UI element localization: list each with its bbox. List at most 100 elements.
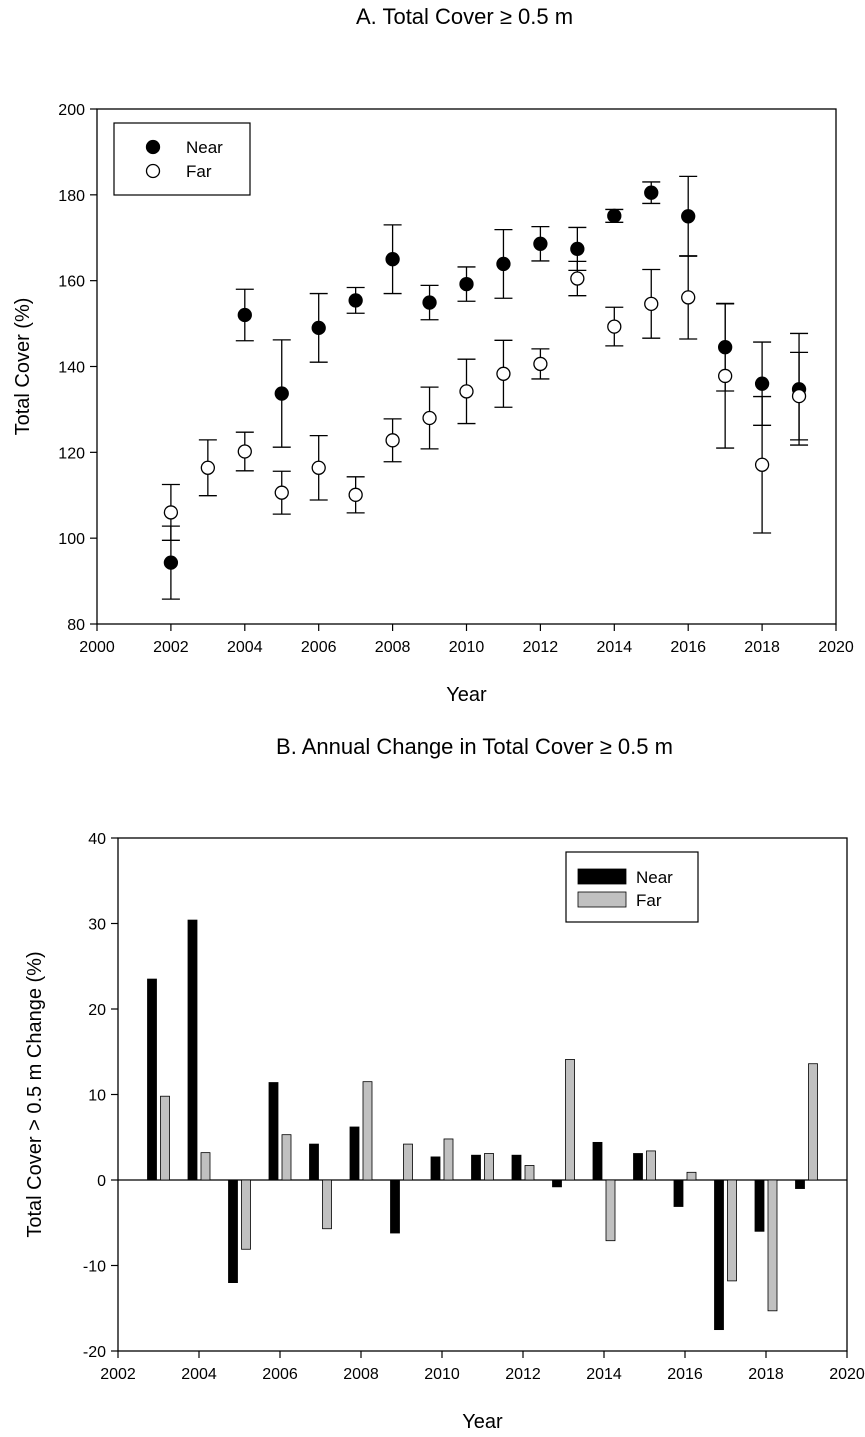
- x-tick-label-a: 2012: [523, 639, 559, 656]
- chart-b-title: B. Annual Change in Total Cover ≥ 0.5 m: [276, 734, 673, 759]
- point-near: [607, 208, 622, 224]
- x-tick-label-a: 2014: [597, 639, 633, 656]
- chart-a-title: A. Total Cover ≥ 0.5 m: [355, 4, 574, 29]
- legend-marker-far: [145, 163, 161, 179]
- y-axis-label-a: Total Cover (%): [12, 298, 34, 436]
- point-far: [791, 388, 807, 404]
- bar-far: [646, 1150, 656, 1181]
- y-tick-label-a: 80: [67, 617, 85, 634]
- bar-near: [268, 1082, 279, 1181]
- y-tick-label-a: 180: [58, 188, 85, 205]
- x-tick-label-a: 2006: [301, 639, 337, 656]
- point-far: [754, 457, 770, 472]
- y-tick-label-b: -20: [83, 1344, 106, 1361]
- bar-far: [605, 1179, 616, 1242]
- x-tick-label-a: 2010: [449, 639, 485, 656]
- y-tick-label-a: 160: [58, 274, 85, 291]
- bar-near: [714, 1179, 724, 1331]
- bar-near: [147, 978, 157, 1181]
- point-near: [570, 241, 585, 257]
- x-tick-label-b: 2012: [505, 1366, 541, 1383]
- x-tick-label-b: 2014: [586, 1366, 622, 1383]
- bar-far: [565, 1059, 575, 1181]
- x-tick-label-a: 2020: [818, 639, 854, 656]
- point-far: [200, 460, 216, 475]
- point-far: [681, 290, 696, 305]
- x-tick-label-b: 2004: [181, 1366, 217, 1383]
- point-near: [163, 555, 179, 570]
- point-near: [533, 236, 548, 251]
- point-far: [163, 505, 179, 520]
- x-tick-label-b: 2006: [262, 1366, 298, 1383]
- point-far: [718, 368, 733, 384]
- legend-label-a: Far: [186, 162, 212, 181]
- x-tick-label-a: 2016: [670, 639, 706, 656]
- point-far: [644, 296, 659, 311]
- point-far: [274, 485, 289, 500]
- x-tick-label-b: 2016: [667, 1366, 703, 1383]
- y-tick-label-b: 0: [97, 1173, 106, 1190]
- point-near: [754, 376, 770, 391]
- x-tick-label-b: 2010: [424, 1366, 460, 1383]
- bar-near: [511, 1154, 522, 1181]
- bar-far: [524, 1165, 535, 1181]
- bar-near: [592, 1141, 603, 1181]
- point-near: [311, 320, 326, 336]
- y-tick-label-b: 10: [88, 1088, 106, 1105]
- x-tick-label-b: 2002: [100, 1366, 136, 1383]
- bar-near: [349, 1126, 360, 1181]
- y-tick-label-a: 120: [58, 445, 85, 462]
- bar-far: [686, 1171, 697, 1181]
- legend-label-b: Far: [636, 891, 662, 910]
- bar-far: [200, 1152, 211, 1181]
- bar-far: [160, 1095, 170, 1181]
- bar-near: [754, 1179, 765, 1232]
- y-tick-label-b: -10: [83, 1259, 106, 1276]
- point-far: [311, 460, 326, 475]
- point-far: [422, 410, 437, 426]
- point-far: [237, 444, 252, 459]
- y-tick-label-a: 100: [58, 531, 85, 548]
- bar-near: [430, 1156, 441, 1181]
- chart-a: 2000 2002 2004 2006 2008 2010 2012 2014 2016 2018…: [12, 102, 854, 706]
- x-tick-label-a: 2018: [744, 639, 780, 656]
- point-far: [570, 271, 585, 286]
- y-tick-label-a: 140: [58, 360, 85, 377]
- y-tick-label-b: 30: [88, 917, 106, 934]
- plot-frame-b: [117, 837, 848, 1352]
- legend-b: [565, 851, 699, 923]
- point-far: [348, 487, 363, 502]
- bar-far: [241, 1179, 251, 1250]
- point-near: [348, 293, 363, 308]
- legend-a: [113, 122, 251, 196]
- y-axis-label-b: Total Cover > 0.5 m Change (%): [24, 951, 46, 1237]
- point-near: [718, 340, 733, 355]
- legend-marker-near: [145, 139, 161, 155]
- point-far: [496, 366, 511, 381]
- legend-label-a: Near: [186, 138, 223, 157]
- x-tick-label-a: 2000: [79, 639, 115, 656]
- legend-label-b: Near: [636, 868, 673, 887]
- bar-far: [403, 1143, 413, 1181]
- bar-near: [552, 1179, 562, 1188]
- x-tick-label-a: 2002: [153, 639, 189, 656]
- bar-far: [443, 1138, 454, 1181]
- bar-near: [795, 1179, 805, 1189]
- legend-swatch-far: [577, 891, 627, 908]
- point-near: [274, 386, 289, 401]
- point-far: [385, 433, 400, 448]
- bar-far: [362, 1081, 373, 1181]
- y-tick-label-b: 20: [88, 1002, 106, 1019]
- bar-near: [390, 1179, 400, 1234]
- point-near: [459, 276, 474, 292]
- point-far: [459, 384, 474, 399]
- point-near: [496, 256, 511, 272]
- bar-near: [187, 919, 198, 1181]
- point-near: [422, 295, 437, 310]
- bar-near: [633, 1153, 643, 1181]
- legend-swatch-near: [577, 868, 627, 885]
- x-tick-label-b: 2008: [343, 1366, 379, 1383]
- point-far: [533, 356, 548, 372]
- x-tick-label-a: 2008: [375, 639, 411, 656]
